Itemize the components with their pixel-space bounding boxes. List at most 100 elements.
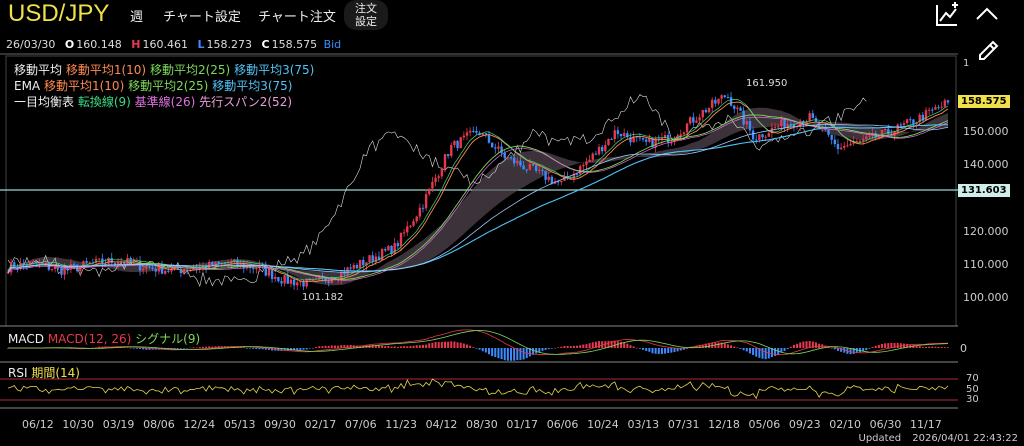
candle-body [431,181,434,189]
candle-body [689,117,692,124]
candle-body [252,267,255,269]
candle-body [773,127,777,129]
candle-body [484,133,488,135]
candle-body [632,136,635,143]
macd-histogram-bar [245,348,248,349]
candle-body [311,279,315,281]
macd-histogram-bar [931,346,934,348]
candle-body [406,226,409,233]
macd-histogram-bar [657,348,660,355]
macd-histogram-bar [274,348,277,351]
candle-body [176,265,179,270]
candle-body [613,130,616,140]
candle-body [358,259,362,269]
sma-legend-title: 移動平均 [14,63,63,77]
candle-body [692,117,695,123]
macd-histogram-bar [594,341,597,348]
candle-body [717,98,720,104]
macd-histogram-bar [337,345,340,348]
macd-histogram-bar [591,342,594,348]
candle-body [264,265,267,276]
macd-histogram-bar [761,348,764,359]
macd-histogram-bar [915,345,918,348]
candle-body [490,142,494,148]
macd-histogram-bar [572,345,575,348]
ema2-legend: 移動平均2(25) [128,79,209,93]
candle-body [211,261,214,267]
candle-body [138,260,142,271]
macd-histogram-bar [937,346,940,348]
macd-histogram-bar [183,348,186,349]
candle-body [82,261,85,267]
candle-body [538,169,541,171]
candle-body [937,107,940,109]
ema1-legend: 移動平均1(10) [43,79,125,93]
current-price-tag: 158.575 [958,95,1010,108]
candle-body [871,133,874,136]
macd-histogram-bar [176,348,179,349]
timeframe-button[interactable]: 週 [130,10,144,25]
sma2-line [7,114,949,280]
macd-histogram-bar [943,347,946,348]
macd-histogram-bar [947,347,949,348]
candle-body [25,264,29,267]
macd-histogram-bar [95,347,98,349]
macd-histogram-bar [13,348,16,349]
macd-histogram-bar [739,348,742,349]
macd-histogram-bar [676,348,679,352]
macd-histogram-bar [217,345,220,348]
candle-body [160,264,164,274]
macd-histogram-bar [849,348,852,355]
macd-histogram-bar [377,345,380,348]
order-settings-button[interactable]: 注文 設定 [344,0,388,30]
chart-order-button[interactable]: チャート注文 [258,10,336,25]
symbol-title[interactable]: USD/JPY [8,0,110,27]
macd-histogram-bar [786,348,789,349]
x-tick-label: 02/10 [829,418,861,431]
drawing-tool-icon[interactable] [930,0,964,30]
candle-body [44,262,47,265]
candle-body [657,138,660,140]
macd-histogram-bar [296,348,299,351]
candle-body [795,126,799,128]
y-tick-120: 120.000 [963,225,1009,238]
edit-pencil-icon[interactable] [972,36,1006,66]
candle-body [66,268,69,270]
macd-histogram-bar [421,344,424,348]
candle-body [459,137,462,149]
macd-histogram-bar [349,345,352,348]
macd-histogram-bar [352,345,355,348]
macd-histogram-bar [503,348,506,361]
candle-body [638,137,642,139]
macd-histogram-bar [179,348,182,349]
collapse-chevron-icon[interactable] [970,0,1004,30]
y-tick-150: 150.000 [963,125,1009,138]
macd-histogram-bar [887,343,890,348]
candle-body [91,262,95,264]
chart-settings-button[interactable]: チャート設定 [163,10,241,25]
macd-line-legend: MACD(12, 26) [47,332,132,346]
candle-body [679,134,682,137]
rsi-legend: RSI 期間(14) [8,364,80,381]
macd-histogram-bar [305,348,308,350]
x-tick-label: 11/17 [910,418,942,431]
macd-histogram-bar [236,346,239,348]
macd-histogram-bar [19,348,22,349]
macd-histogram-bar [934,346,937,348]
macd-histogram-bar [638,348,641,349]
macd-histogram-bar [918,346,921,348]
macd-histogram-bar [308,348,311,349]
macd-histogram-bar [880,343,883,348]
macd-histogram-bar [836,348,839,351]
macd-histogram-bar [459,342,462,348]
macd-histogram-bar [660,348,663,355]
macd-histogram-bar [469,345,472,348]
candle-body [720,95,723,99]
macd-histogram-bar [940,347,943,348]
macd-histogram-bar [827,346,830,348]
macd-histogram-bar [220,346,223,348]
candle-body [267,269,271,276]
macd-histogram-bar [465,344,468,348]
x-tick-label: 09/30 [264,418,296,431]
macd-histogram-bar [814,342,817,348]
